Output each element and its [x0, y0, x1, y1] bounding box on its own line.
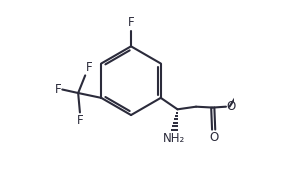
- Text: F: F: [55, 83, 61, 96]
- Text: NH₂: NH₂: [163, 132, 185, 145]
- Text: O: O: [227, 100, 236, 113]
- Text: F: F: [86, 61, 93, 74]
- Text: F: F: [77, 114, 83, 127]
- Text: F: F: [128, 16, 134, 29]
- Text: O: O: [209, 131, 219, 144]
